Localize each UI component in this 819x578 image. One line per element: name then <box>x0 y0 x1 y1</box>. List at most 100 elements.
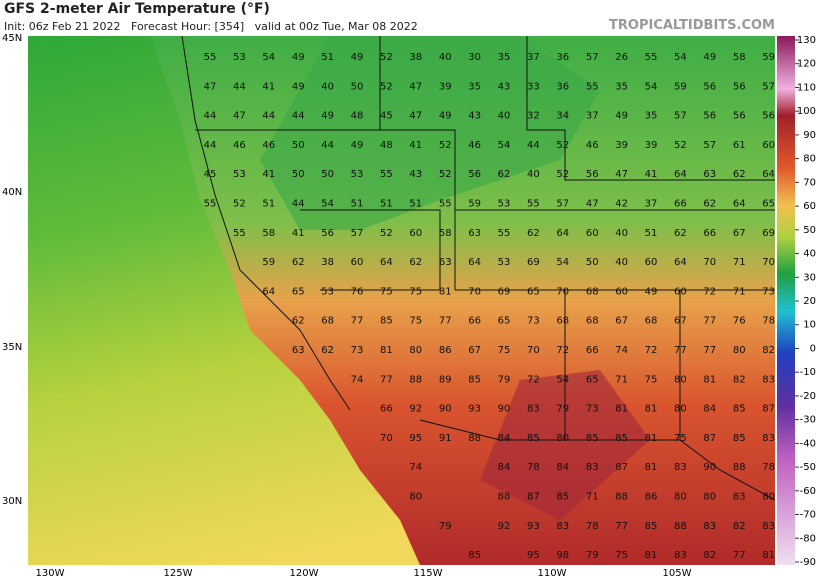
temperature-value: 95 <box>527 550 540 561</box>
temperature-value: 62 <box>292 316 305 327</box>
temperature-value: 34 <box>556 111 569 122</box>
temperature-value: 51 <box>321 52 334 63</box>
temperature-value: 56 <box>703 111 716 122</box>
temperature-value: 57 <box>556 199 569 210</box>
temperature-value: 48 <box>380 140 393 151</box>
colorbar-label: 100 <box>797 106 816 117</box>
temperature-value: 32 <box>527 111 540 122</box>
temperature-value: 78 <box>527 462 540 473</box>
temperature-value: 79 <box>586 550 599 561</box>
temperature-value: 79 <box>498 374 511 385</box>
temperature-value: 88 <box>733 462 746 473</box>
temperature-value: 51 <box>645 228 658 239</box>
temperature-value: 66 <box>380 404 393 415</box>
temperature-value: 51 <box>262 199 275 210</box>
temperature-value: 56 <box>468 169 481 180</box>
cool-area <box>260 36 600 230</box>
colorbar <box>777 36 795 565</box>
temperature-value: 85 <box>615 433 628 444</box>
temperature-value: 77 <box>733 550 746 561</box>
temperature-value: 64 <box>762 169 775 180</box>
temperature-value: 88 <box>498 492 511 503</box>
temperature-value: 69 <box>498 286 511 297</box>
temperature-value: 78 <box>762 316 775 327</box>
temperature-value: 77 <box>703 345 716 356</box>
temperature-value: 86 <box>645 492 658 503</box>
temperature-value: 43 <box>468 111 481 122</box>
temperature-value: 66 <box>468 316 481 327</box>
temperature-value: 69 <box>527 257 540 268</box>
temperature-value: 64 <box>468 257 481 268</box>
temperature-value: 60 <box>586 228 599 239</box>
temperature-value: 54 <box>321 199 334 210</box>
temperature-value: 76 <box>733 316 746 327</box>
temperature-value: 67 <box>468 345 481 356</box>
temperature-value: 40 <box>321 81 334 92</box>
source: TROPICALTIDBITS.COM <box>609 18 775 33</box>
colorbar-label: 90 <box>803 130 816 141</box>
temperature-value: 55 <box>527 199 540 210</box>
temperature-value: 44 <box>292 199 305 210</box>
temperature-value: 57 <box>762 81 775 92</box>
temperature-value: 84 <box>498 462 511 473</box>
temperature-value: 62 <box>409 257 422 268</box>
temperature-value: 40 <box>527 169 540 180</box>
temperature-value: 43 <box>409 169 422 180</box>
temperature-value: 38 <box>321 257 334 268</box>
colorbar-label: -30 <box>800 415 816 426</box>
temperature-value: 52 <box>380 228 393 239</box>
temperature-value: 41 <box>292 228 305 239</box>
temperature-value: 41 <box>262 169 275 180</box>
temperature-value: 44 <box>321 140 334 151</box>
temperature-value: 50 <box>292 140 305 151</box>
temperature-value: 55 <box>204 199 217 210</box>
temperature-value: 63 <box>292 345 305 356</box>
temperature-value: 77 <box>439 316 452 327</box>
temperature-value: 45 <box>204 169 217 180</box>
temperature-value: 55 <box>645 52 658 63</box>
temperature-value: 83 <box>762 433 775 444</box>
temperature-value: 64 <box>262 286 275 297</box>
temperature-value: 49 <box>321 111 334 122</box>
temperature-value: 85 <box>527 433 540 444</box>
temperature-value: 70 <box>527 345 540 356</box>
temperature-value: 64 <box>674 169 687 180</box>
temperature-value: 70 <box>703 257 716 268</box>
temperature-value: 60 <box>351 257 364 268</box>
temperature-value: 56 <box>762 111 775 122</box>
temperature-value: 35 <box>645 111 658 122</box>
temperature-value: 52 <box>380 81 393 92</box>
temperature-value: 75 <box>615 550 628 561</box>
temperature-value: 74 <box>351 374 364 385</box>
temperature-value: 56 <box>733 81 746 92</box>
temperature-value: 35 <box>468 81 481 92</box>
temperature-value: 75 <box>409 286 422 297</box>
temperature-value: 70 <box>380 433 393 444</box>
temperature-value: 62 <box>321 345 334 356</box>
temperature-value: 51 <box>351 199 364 210</box>
temperature-value: 52 <box>380 52 393 63</box>
temperature-value: 88 <box>674 521 687 532</box>
temperature-value: 72 <box>645 345 658 356</box>
temperature-value: 59 <box>674 81 687 92</box>
lat-label: 35N <box>2 342 22 353</box>
temperature-value: 52 <box>556 140 569 151</box>
temperature-value: 83 <box>586 462 599 473</box>
temperature-value: 50 <box>351 81 364 92</box>
temperature-value: 53 <box>321 286 334 297</box>
temperature-value: 49 <box>292 81 305 92</box>
colorbar-label: -20 <box>800 391 816 402</box>
temperature-value: 71 <box>615 374 628 385</box>
temperature-value: 73 <box>762 286 775 297</box>
temperature-value: 71 <box>586 492 599 503</box>
temperature-value: 73 <box>586 404 599 415</box>
temperature-value: 66 <box>703 228 716 239</box>
temperature-value: 47 <box>204 81 217 92</box>
temperature-value: 74 <box>615 345 628 356</box>
temperature-value: 90 <box>439 404 452 415</box>
temperature-value: 54 <box>262 52 275 63</box>
temperature-value: 57 <box>586 52 599 63</box>
temperature-value: 35 <box>498 52 511 63</box>
temperature-value: 67 <box>733 228 746 239</box>
temperature-value: 75 <box>498 345 511 356</box>
